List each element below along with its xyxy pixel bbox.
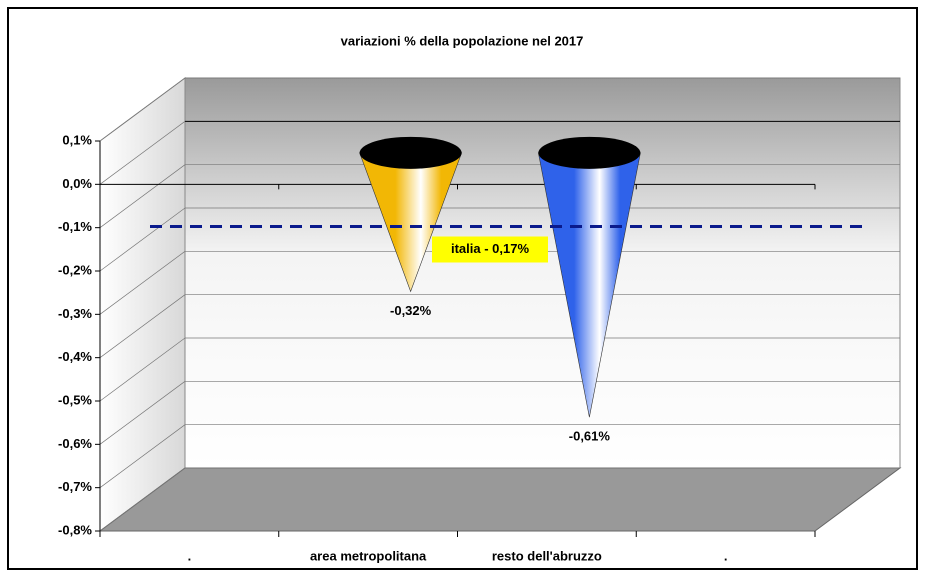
grid-line xyxy=(99,467,186,532)
grid-line xyxy=(99,77,186,142)
grid-line xyxy=(99,164,186,228)
grid-line xyxy=(99,381,186,445)
y-tick-label: -0,7% xyxy=(58,479,92,494)
grid-line xyxy=(99,251,186,315)
cone-top xyxy=(538,136,641,169)
grid-line xyxy=(99,424,186,488)
cone-top xyxy=(359,136,462,169)
y-tick-label: -0,4% xyxy=(58,349,92,364)
y-tick-label: -0,3% xyxy=(58,306,92,321)
grid-line xyxy=(99,207,186,272)
x-tick-label: . xyxy=(724,548,728,563)
grid-line xyxy=(99,121,186,185)
y-tick-label: -0,5% xyxy=(58,392,92,407)
y-tick-label: 0,0% xyxy=(62,176,92,191)
y-tick-label: 0,1% xyxy=(62,132,92,147)
x-tick-label: . xyxy=(188,548,192,563)
y-tick-label: -0,2% xyxy=(58,262,92,277)
y-tick-label: -0,6% xyxy=(58,436,92,451)
y-tick-label: -0,8% xyxy=(58,522,92,537)
annotation: italia - 0,17% xyxy=(451,241,529,256)
x-tick-label: area metropolitana xyxy=(310,548,427,563)
y-tick-label: -0,1% xyxy=(58,219,92,234)
x-tick-label: resto dell'abruzzo xyxy=(492,548,602,563)
back-wall xyxy=(184,77,901,469)
data-label: -0,32% xyxy=(390,303,432,318)
floor xyxy=(98,467,902,532)
grid-line xyxy=(99,294,186,358)
chart-title: variazioni % della popolazione nel 2017 xyxy=(341,33,584,48)
grid-line xyxy=(99,337,186,402)
annotation-box xyxy=(432,236,548,263)
data-label: -0,61% xyxy=(569,429,611,444)
